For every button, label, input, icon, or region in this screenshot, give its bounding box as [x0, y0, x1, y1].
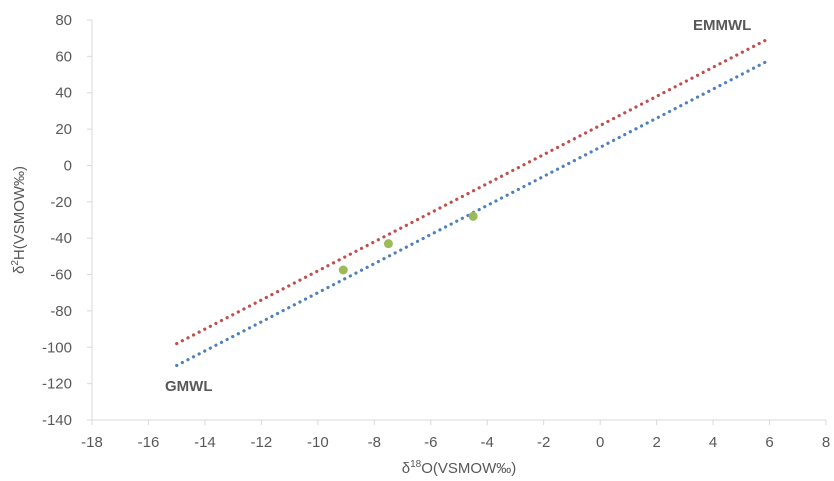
x-tick-label: -6	[424, 434, 437, 451]
data-point	[383, 239, 393, 249]
points-layer	[338, 211, 478, 275]
y-tick-label: -20	[50, 194, 72, 211]
x-axis-title: δ18O(VSMOW‰)	[402, 459, 516, 477]
y-tick-label: 20	[55, 121, 72, 138]
y-axis-title: δ2H(VSMOW‰)	[10, 166, 28, 274]
y-tick-label: -120	[42, 376, 72, 393]
series-line-emmwl	[175, 36, 772, 346]
x-tick-label: 8	[822, 434, 830, 451]
y-tick-label: -40	[50, 230, 72, 247]
series-label-gmwl: GMWL	[165, 378, 212, 395]
y-tick-label: 0	[64, 157, 72, 174]
x-tick-label: -4	[481, 434, 494, 451]
y-tick-label: -100	[42, 339, 72, 356]
data-point	[468, 211, 478, 221]
y-tick-label: 60	[55, 48, 72, 65]
x-tick-label: -14	[194, 434, 216, 451]
y-tick-label: -80	[50, 303, 72, 320]
x-tick-label: -12	[251, 434, 273, 451]
series-layer	[175, 36, 772, 368]
x-tick-label: -16	[138, 434, 160, 451]
series-label-emmwl: EMMWL	[693, 17, 751, 34]
x-tick-labels: -18 -16 -14 -12 -10 -8 -6 -4 -2 0 2 4 6 8	[81, 420, 830, 451]
y-tick-label: 40	[55, 85, 72, 102]
x-tick-label: 4	[709, 434, 717, 451]
data-point	[338, 265, 348, 275]
x-tick-label: -10	[307, 434, 329, 451]
y-tick-label: -140	[42, 412, 72, 429]
x-tick-label: -2	[537, 434, 550, 451]
x-tick-label: 2	[652, 434, 660, 451]
x-tick-label: 0	[596, 434, 604, 451]
x-tick-label: 6	[765, 434, 773, 451]
x-tick-label: -8	[368, 434, 381, 451]
axes	[91, 20, 826, 421]
y-tick-labels: -140 -120 -100 -80 -60 -40 -20 0 20 40 60 80	[42, 12, 92, 429]
y-tick-label: -60	[50, 267, 72, 284]
y-tick-label: 80	[55, 12, 72, 29]
x-tick-label: -18	[81, 434, 103, 451]
